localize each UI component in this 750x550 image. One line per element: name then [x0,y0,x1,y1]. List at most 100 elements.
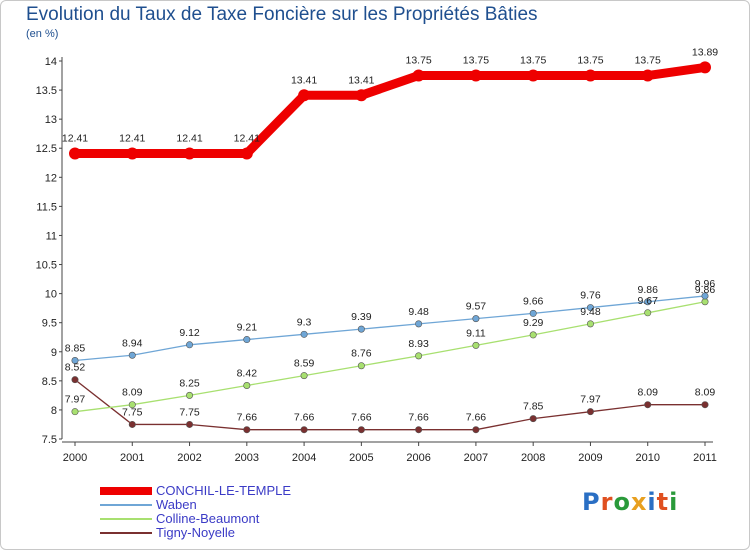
data-point-colline [586,320,594,328]
y-tick-label: 10.5 [36,260,57,272]
x-tick-label: 2005 [349,452,373,464]
legend-label-conchil: CONCHIL-LE-TEMPLE [156,483,292,498]
data-point-waben [186,341,194,349]
series-line-colline [74,301,706,413]
y-tick-label: 9.5 [42,318,57,330]
data-label-conchil: 13.75 [463,55,489,67]
x-tick-label: 2003 [235,452,259,464]
data-point-waben [586,304,594,312]
data-label-conchil: 12.41 [176,132,202,144]
legend-item-tigny: Tigny-Noyelle [100,525,360,540]
legend-label-colline: Colline-Beaumont [156,511,260,526]
data-point-conchil [527,69,540,82]
data-label-tigny: 7.97 [580,394,601,406]
data-label-colline: 8.59 [294,358,315,370]
data-point-tigny [300,426,308,434]
y-tick-label: 8.5 [42,376,57,388]
data-point-tigny [186,420,194,428]
legend-label-tigny: Tigny-Noyelle [156,525,235,540]
data-label-conchil: 13.75 [405,55,431,67]
data-point-conchil [183,147,196,160]
data-point-tigny [586,408,594,416]
data-label-conchil: 12.41 [119,132,145,144]
data-label-waben: 8.94 [122,337,143,349]
data-point-colline [128,401,136,409]
data-point-colline [300,372,308,380]
data-label-tigny: 8.09 [638,387,659,399]
data-label-colline: 8.76 [351,348,372,360]
data-point-waben [529,309,537,317]
data-point-conchil [584,69,597,82]
data-point-colline [529,331,537,339]
data-label-tigny: 7.75 [179,406,200,418]
x-tick-label: 2006 [406,452,430,464]
chart-subtitle: (en %) [26,28,59,40]
data-point-colline [644,309,652,317]
data-label-waben: 9.86 [638,284,659,296]
y-tick-label: 12 [45,172,57,184]
data-point-conchil [355,89,368,102]
data-label-tigny: 8.09 [695,387,716,399]
data-label-waben: 9.3 [297,316,312,328]
data-point-tigny [529,415,537,423]
y-tick-label: 8 [51,405,57,417]
data-label-conchil: 12.41 [62,132,88,144]
series-line-waben [74,295,706,362]
data-label-waben: 9.96 [695,278,716,290]
legend-swatch-colline [100,518,152,520]
data-label-waben: 9.21 [237,322,258,334]
legend-item-waben: Waben [100,497,360,512]
series-line-tigny [74,379,706,431]
data-point-colline [71,408,79,416]
y-tick-label: 13.5 [36,85,57,97]
data-point-waben [243,336,251,344]
data-label-tigny: 8.52 [65,362,86,374]
series-line-conchil [70,62,710,158]
chart-title: Evolution du Taux de Taxe Foncière sur l… [26,4,538,25]
data-label-colline: 8.09 [122,387,143,399]
y-tick-label: 14 [45,56,57,68]
data-label-conchil: 13.75 [635,55,661,67]
data-point-conchil [469,69,482,82]
proxiti-logo: Proxiti [582,488,679,516]
y-tick-label: 11 [46,230,57,242]
x-tick-label: 2011 [693,452,717,464]
data-point-waben [357,325,365,333]
y-tick-label: 12.5 [36,143,57,155]
data-label-colline: 8.25 [179,377,200,389]
data-label-conchil: 13.41 [291,74,317,86]
data-point-conchil [641,69,654,82]
data-point-colline [243,381,251,389]
data-label-colline: 9.29 [523,317,544,329]
data-label-tigny: 7.75 [122,406,143,418]
data-label-colline: 9.67 [638,295,659,307]
data-point-colline [186,391,194,399]
x-tick-label: 2008 [521,452,545,464]
data-point-waben [71,356,79,364]
data-label-tigny: 7.66 [466,412,487,424]
x-tick-label: 2009 [578,452,602,464]
data-point-tigny [415,426,423,434]
legend-swatch-waben [100,504,152,506]
data-label-conchil: 12.41 [234,132,260,144]
legend-item-colline: Colline-Beaumont [100,511,360,526]
data-point-waben [644,298,652,306]
data-point-tigny [644,401,652,409]
data-point-waben [300,330,308,338]
data-point-conchil [126,147,139,160]
data-point-tigny [701,401,709,409]
legend: CONCHIL-LE-TEMPLE Waben Colline-Beaumont… [100,483,360,540]
data-label-conchil: 13.41 [348,74,374,86]
legend-swatch-conchil [100,487,152,495]
data-point-tigny [128,420,136,428]
y-tick-label: 13 [45,114,57,126]
legend-swatch-tigny [100,532,152,534]
y-tick-label: 10 [45,289,57,301]
data-label-waben: 9.39 [351,311,372,323]
data-label-tigny: 7.66 [294,412,315,424]
data-label-colline: 7.97 [65,394,86,406]
data-label-colline: 9.48 [580,306,601,318]
data-point-tigny [472,426,480,434]
data-label-waben: 9.57 [466,301,487,313]
data-label-waben: 9.76 [580,290,601,302]
